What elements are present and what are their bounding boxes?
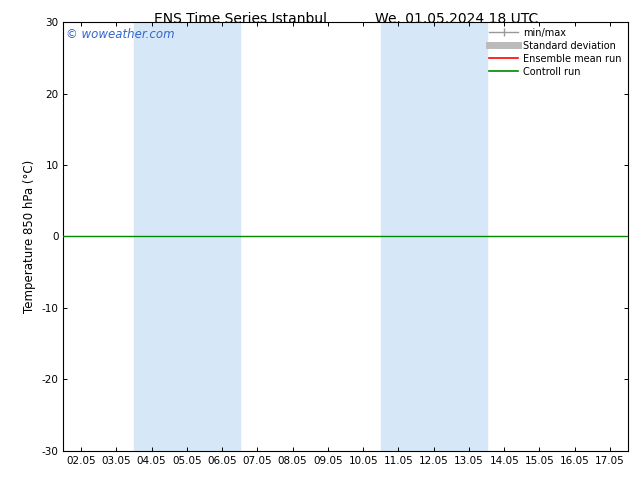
Legend: min/max, Standard deviation, Ensemble mean run, Controll run: min/max, Standard deviation, Ensemble me… bbox=[486, 24, 626, 80]
Bar bbox=[381, 22, 487, 451]
Text: ENS Time Series Istanbul: ENS Time Series Istanbul bbox=[155, 12, 327, 26]
Text: © woweather.com: © woweather.com bbox=[66, 28, 175, 42]
Text: We. 01.05.2024 18 UTC: We. 01.05.2024 18 UTC bbox=[375, 12, 538, 26]
Bar bbox=[134, 22, 240, 451]
Y-axis label: Temperature 850 hPa (°C): Temperature 850 hPa (°C) bbox=[23, 160, 36, 313]
